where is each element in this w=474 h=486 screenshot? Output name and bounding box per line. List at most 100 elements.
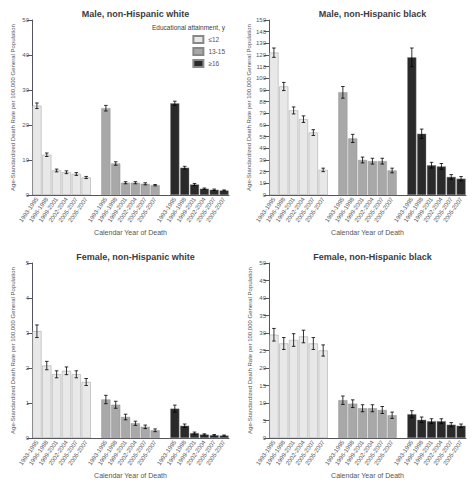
svg-text:90: 90 bbox=[259, 87, 266, 93]
svg-text:10: 10 bbox=[259, 400, 266, 406]
svg-text:110: 110 bbox=[256, 64, 266, 70]
svg-text:Male, non-Hispanic white: Male, non-Hispanic white bbox=[82, 9, 190, 19]
svg-text:1999-2001: 1999-2001 bbox=[37, 196, 60, 224]
svg-text:0: 0 bbox=[263, 435, 267, 441]
svg-text:30: 30 bbox=[259, 157, 266, 163]
svg-text:1996-1998: 1996-1998 bbox=[165, 439, 188, 467]
svg-text:0: 0 bbox=[26, 435, 30, 441]
svg-text:1993-1995: 1993-1995 bbox=[155, 439, 178, 467]
svg-text:≤12: ≤12 bbox=[208, 36, 219, 43]
svg-text:1993-1995: 1993-1995 bbox=[323, 439, 346, 467]
svg-text:70: 70 bbox=[259, 110, 266, 116]
svg-text:1993-1995: 1993-1995 bbox=[18, 196, 40, 224]
svg-text:5: 5 bbox=[26, 260, 30, 266]
svg-text:Female, non-Hispanic black: Female, non-Hispanic black bbox=[313, 252, 433, 262]
svg-text:1999-2001: 1999-2001 bbox=[37, 439, 60, 467]
svg-text:120: 120 bbox=[256, 52, 267, 58]
svg-text:Age-Standardized Death Rate pe: Age-Standardized Death Rate per 100,000 … bbox=[10, 24, 16, 191]
svg-text:40: 40 bbox=[259, 295, 266, 301]
svg-text:30: 30 bbox=[22, 87, 29, 93]
svg-text:5: 5 bbox=[263, 418, 267, 424]
svg-text:10: 10 bbox=[259, 180, 266, 186]
svg-text:2005-2007: 2005-2007 bbox=[67, 196, 89, 223]
svg-text:Calendar Year of Death: Calendar Year of Death bbox=[331, 472, 404, 479]
svg-text:0: 0 bbox=[263, 192, 267, 198]
svg-text:1996-1998: 1996-1998 bbox=[402, 196, 425, 224]
svg-text:13-15: 13-15 bbox=[208, 48, 225, 55]
svg-text:1993-1995: 1993-1995 bbox=[392, 196, 415, 224]
svg-text:1993-1995: 1993-1995 bbox=[323, 196, 346, 224]
svg-text:40: 40 bbox=[22, 52, 29, 58]
svg-text:2002-2004: 2002-2004 bbox=[185, 196, 207, 224]
svg-text:100: 100 bbox=[256, 75, 267, 81]
svg-text:1996-1998: 1996-1998 bbox=[333, 439, 356, 467]
svg-text:4: 4 bbox=[26, 295, 30, 301]
svg-text:15: 15 bbox=[259, 383, 266, 389]
svg-text:Male, non-Hispanic black: Male, non-Hispanic black bbox=[319, 9, 428, 19]
svg-text:1996-1998: 1996-1998 bbox=[165, 196, 188, 224]
svg-text:2005-2007: 2005-2007 bbox=[136, 196, 158, 223]
svg-text:≥16: ≥16 bbox=[208, 60, 219, 67]
svg-text:130: 130 bbox=[256, 40, 267, 46]
svg-text:45: 45 bbox=[259, 278, 266, 284]
svg-text:1993-1995: 1993-1995 bbox=[86, 196, 109, 224]
svg-text:Female, non-Hispanic white: Female, non-Hispanic white bbox=[76, 252, 195, 262]
svg-text:40: 40 bbox=[259, 145, 266, 151]
svg-text:Age-Standardized Death Rate pe: Age-Standardized Death Rate per 100,000 … bbox=[10, 267, 16, 434]
svg-text:1999-2001: 1999-2001 bbox=[274, 196, 297, 224]
svg-text:150: 150 bbox=[256, 17, 267, 23]
svg-text:2005-2007: 2005-2007 bbox=[373, 439, 395, 466]
svg-text:2005-2007: 2005-2007 bbox=[205, 196, 227, 223]
svg-text:2005-2007: 2005-2007 bbox=[373, 196, 395, 223]
svg-text:50: 50 bbox=[259, 260, 266, 266]
svg-text:3: 3 bbox=[26, 330, 30, 336]
svg-text:2005-2007: 2005-2007 bbox=[205, 439, 227, 466]
svg-text:20: 20 bbox=[259, 365, 266, 371]
svg-text:1993-1995: 1993-1995 bbox=[392, 439, 415, 467]
svg-text:1999-2001: 1999-2001 bbox=[175, 196, 197, 224]
svg-text:35: 35 bbox=[259, 313, 266, 319]
svg-text:1999-2001: 1999-2001 bbox=[274, 439, 297, 467]
svg-text:Calendar Year of Death: Calendar Year of Death bbox=[94, 472, 167, 479]
svg-text:20: 20 bbox=[259, 169, 266, 175]
svg-text:10: 10 bbox=[22, 157, 29, 163]
svg-text:Educational attainment, y: Educational attainment, y bbox=[152, 24, 226, 32]
svg-text:1993-1995: 1993-1995 bbox=[155, 196, 178, 224]
svg-text:2005-2007: 2005-2007 bbox=[304, 439, 326, 466]
svg-text:2: 2 bbox=[26, 365, 30, 371]
svg-text:1996-1998: 1996-1998 bbox=[96, 196, 119, 224]
svg-text:80: 80 bbox=[259, 99, 266, 105]
svg-text:1996-1998: 1996-1998 bbox=[264, 196, 287, 224]
svg-text:2002-2004: 2002-2004 bbox=[116, 196, 138, 224]
svg-text:2005-2007: 2005-2007 bbox=[136, 439, 158, 466]
svg-text:1999-2001: 1999-2001 bbox=[343, 196, 365, 224]
svg-text:50: 50 bbox=[259, 134, 266, 140]
svg-text:1996-1998: 1996-1998 bbox=[333, 196, 356, 224]
svg-text:140: 140 bbox=[256, 29, 267, 35]
svg-text:2005-2007: 2005-2007 bbox=[442, 196, 464, 223]
svg-text:25: 25 bbox=[259, 348, 266, 354]
svg-text:50: 50 bbox=[22, 17, 29, 23]
svg-text:2005-2007: 2005-2007 bbox=[304, 196, 326, 223]
svg-text:1996-1998: 1996-1998 bbox=[27, 439, 50, 467]
svg-text:1: 1 bbox=[26, 400, 30, 406]
svg-text:1996-1998: 1996-1998 bbox=[402, 439, 425, 467]
svg-text:2002-2004: 2002-2004 bbox=[47, 196, 69, 224]
svg-text:60: 60 bbox=[259, 122, 266, 128]
svg-text:2005-2007: 2005-2007 bbox=[442, 439, 464, 466]
svg-text:30: 30 bbox=[259, 330, 266, 336]
svg-text:1993-1995: 1993-1995 bbox=[86, 439, 109, 467]
svg-text:2005-2007: 2005-2007 bbox=[67, 439, 89, 466]
svg-text:1993-1995: 1993-1995 bbox=[255, 196, 277, 224]
svg-text:0: 0 bbox=[26, 192, 30, 198]
svg-text:Age-Standardized Death Rate pe: Age-Standardized Death Rate per 100,000 … bbox=[246, 24, 252, 191]
svg-text:20: 20 bbox=[22, 122, 29, 128]
svg-text:Calendar Year of Death: Calendar Year of Death bbox=[94, 229, 167, 236]
svg-text:Calendar Year of Death: Calendar Year of Death bbox=[331, 229, 404, 236]
svg-text:2002-2004: 2002-2004 bbox=[284, 196, 306, 224]
svg-text:1999-2001: 1999-2001 bbox=[106, 196, 128, 224]
svg-text:1996-1998: 1996-1998 bbox=[264, 439, 287, 467]
svg-text:1996-1998: 1996-1998 bbox=[27, 196, 50, 224]
svg-text:1996-1998: 1996-1998 bbox=[96, 439, 119, 467]
svg-text:Age-Standardized Death Rate pe: Age-Standardized Death Rate per 100,000 … bbox=[247, 267, 253, 434]
